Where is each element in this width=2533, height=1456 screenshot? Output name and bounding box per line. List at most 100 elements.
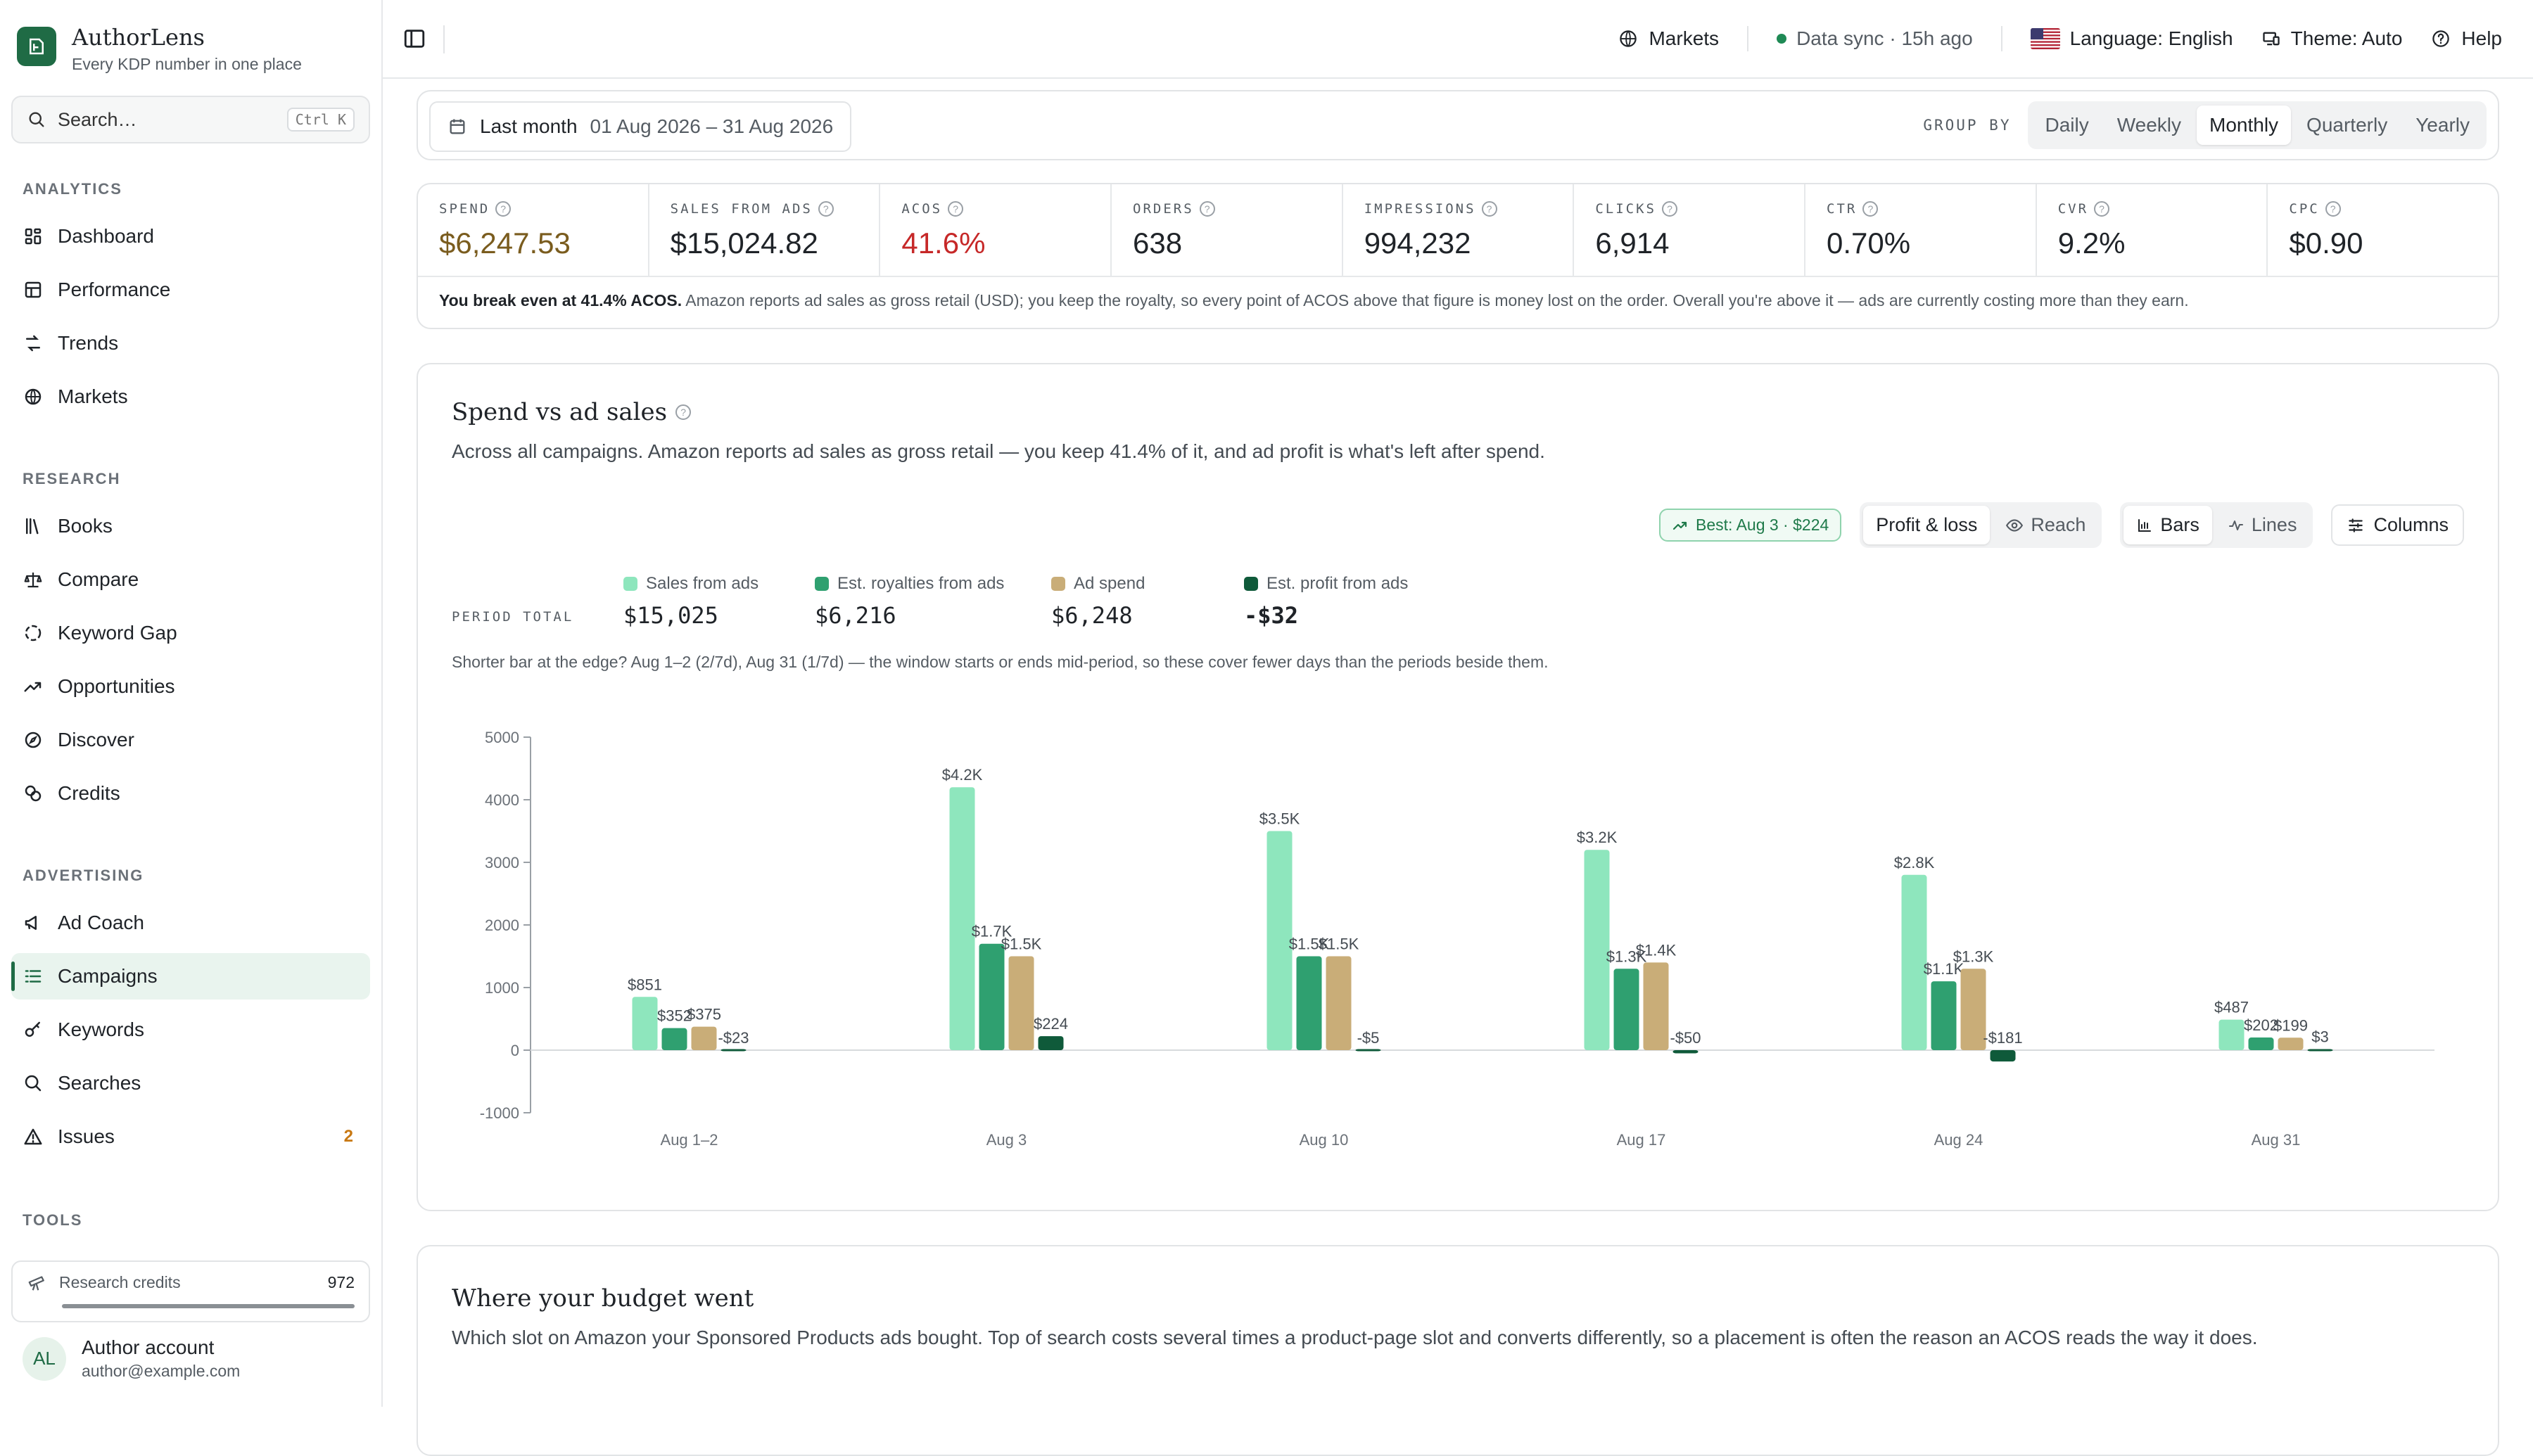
reach-toggle[interactable]: Reach [1993,506,2098,544]
line-chart-icon [2228,520,2243,530]
info-icon[interactable]: ? [1481,201,1497,217]
sidebar-item-label: Issues [58,1125,115,1147]
y-tick-label: -1000 [480,1104,519,1122]
lines-toggle[interactable]: Lines [2215,506,2310,544]
sidebar-item-keyword-gap[interactable]: Keyword Gap [11,610,370,656]
search-placeholder: Search… [58,108,137,130]
kpi-label: CVR? [2058,201,2267,217]
sidebar-item-label: Keyword Gap [58,622,177,644]
bar-data-label: -$5 [1357,1029,1380,1047]
help-button[interactable]: Help [2430,27,2502,50]
info-icon[interactable]: ? [2094,201,2110,217]
bar-est-royalties-from-ads [979,943,1005,1050]
sync-status-dot [1777,34,1787,44]
sidebar-item-trends[interactable]: Trends [11,320,370,366]
columns-label: Columns [2373,514,2449,535]
info-icon[interactable]: ? [948,201,964,217]
account-menu[interactable]: AL Author account author@example.com [23,1336,240,1381]
bar-est-royalties-from-ads [661,1028,687,1050]
bar-data-label: $375 [687,1006,721,1023]
budget-title: Where your budget went [452,1284,754,1313]
divider [443,25,445,53]
info-icon[interactable]: ? [1199,201,1215,217]
group-by-daily[interactable]: Daily [2045,114,2089,136]
bar-data-label: -$50 [1670,1029,1701,1047]
sidebar-item-searches[interactable]: Searches [11,1060,370,1106]
theme-selector[interactable]: Theme: Auto [2261,27,2402,50]
kpi-label: CLICKS? [1595,201,1804,217]
bar-data-label: $1.4K [1636,941,1677,959]
brand[interactable]: AuthorLens Every KDP number in one place [17,24,302,74]
kpi-label: CTR? [1827,201,2036,217]
legend-swatch [1051,577,1065,591]
research-credits-widget[interactable]: Research credits 972 [11,1260,370,1322]
kpi-label: SPEND? [439,201,648,217]
group-by-quarterly[interactable]: Quarterly [2306,114,2388,136]
sidebar-item-discover[interactable]: Discover [11,717,370,763]
bar-est-royalties-from-ads [1931,981,1957,1050]
key-icon [25,1021,40,1037]
info-icon[interactable]: ? [818,201,834,217]
info-icon[interactable]: ? [675,404,692,420]
sidebar-item-opportunities[interactable]: Opportunities [11,663,370,710]
info-icon[interactable]: ? [2325,201,2341,217]
legend-name: Est. royalties from ads [837,574,1005,593]
sidebar-item-label: Performance [58,279,171,300]
search-input[interactable]: Search… Ctrl K [11,96,370,143]
legend-item-royalties[interactable]: Est. royalties from ads $6,216 [815,574,1004,629]
legend-item-sales[interactable]: Sales from ads $15,025 [623,574,758,629]
bar-est-profit-from-ads [1990,1050,2016,1062]
sidebar-item-campaigns[interactable]: Campaigns [11,953,370,1000]
sidebar-item-markets[interactable]: Markets [11,373,370,420]
bar-est-royalties-from-ads [1613,969,1639,1050]
legend-item-spend[interactable]: Ad spend $6,248 [1051,574,1145,629]
bar-data-label: $3.2K [1577,829,1618,846]
group-by-yearly[interactable]: Yearly [2415,114,2470,136]
sidebar-item-label: Campaigns [58,965,158,987]
bar-data-label: $224 [1034,1015,1068,1033]
bar-est-profit-from-ads [1355,1049,1381,1052]
bars-toggle[interactable]: Bars [2123,506,2212,544]
bar-data-label: $3 [2311,1028,2328,1046]
sidebar-item-compare[interactable]: Compare [11,556,370,603]
group-by-weekly[interactable]: Weekly [2116,114,2181,136]
kpi-label: SALES FROM ADS? [671,201,880,217]
info-icon[interactable]: ? [1662,201,1677,217]
sidebar-toggle-icon[interactable] [402,27,426,51]
sidebar-item-ad-coach[interactable]: Ad Coach [11,900,370,946]
data-sync-status[interactable]: Data sync · 15h ago [1777,27,1973,50]
search-icon [25,1075,42,1092]
sidebar-item-dashboard[interactable]: Dashboard [11,213,370,260]
bar-data-label: $1.7K [972,923,1012,940]
sidebar-item-credits[interactable]: Credits [11,770,370,817]
sidebar-item-issues[interactable]: Issues 2 [11,1113,370,1160]
info-icon[interactable]: ? [1862,201,1879,217]
sidebar-item-label: Keywords [58,1018,144,1040]
kpi-acos: ACOS? 41.6% [880,184,1112,276]
kpi-value: $15,024.82 [670,226,818,260]
markets-button[interactable]: Markets [1618,27,1719,50]
bar-data-label: $202 [2244,1016,2278,1034]
section-label-analytics: ANALYTICS [23,180,122,198]
section-label-tools: TOOLS [23,1211,83,1229]
break-even-note: You break even at 41.4% ACOS. Amazon rep… [439,291,2189,310]
language-label: Language: English [2069,27,2233,49]
legend-name: Sales from ads [646,574,759,593]
group-by-monthly[interactable]: Monthly [2197,106,2292,145]
columns-button[interactable]: Columns [2331,504,2464,546]
gap-icon [25,625,42,641]
legend-item-profit[interactable]: Est. profit from ads -$32 [1244,574,1408,629]
date-range-picker[interactable]: Last month 01 Aug 2026 – 31 Aug 2026 [429,101,852,152]
kpi-impressions: IMPRESSIONS? 994,232 [1343,184,1575,276]
sidebar-item-keywords[interactable]: Keywords [11,1007,370,1053]
profit-loss-toggle[interactable]: Profit & loss [1863,506,1991,544]
sidebar-item-performance[interactable]: Performance [11,267,370,313]
sidebar-item-label: Discover [58,729,134,751]
kpi-label-text: CTR [1827,201,1858,217]
language-selector[interactable]: Language: English [2030,27,2233,50]
reach-label: Reach [2031,514,2086,535]
sidebar-item-books[interactable]: Books [11,503,370,549]
view-toggle: Profit & loss Reach [1860,502,2102,548]
bars-label: Bars [2160,514,2199,535]
info-icon[interactable]: ? [495,201,512,217]
